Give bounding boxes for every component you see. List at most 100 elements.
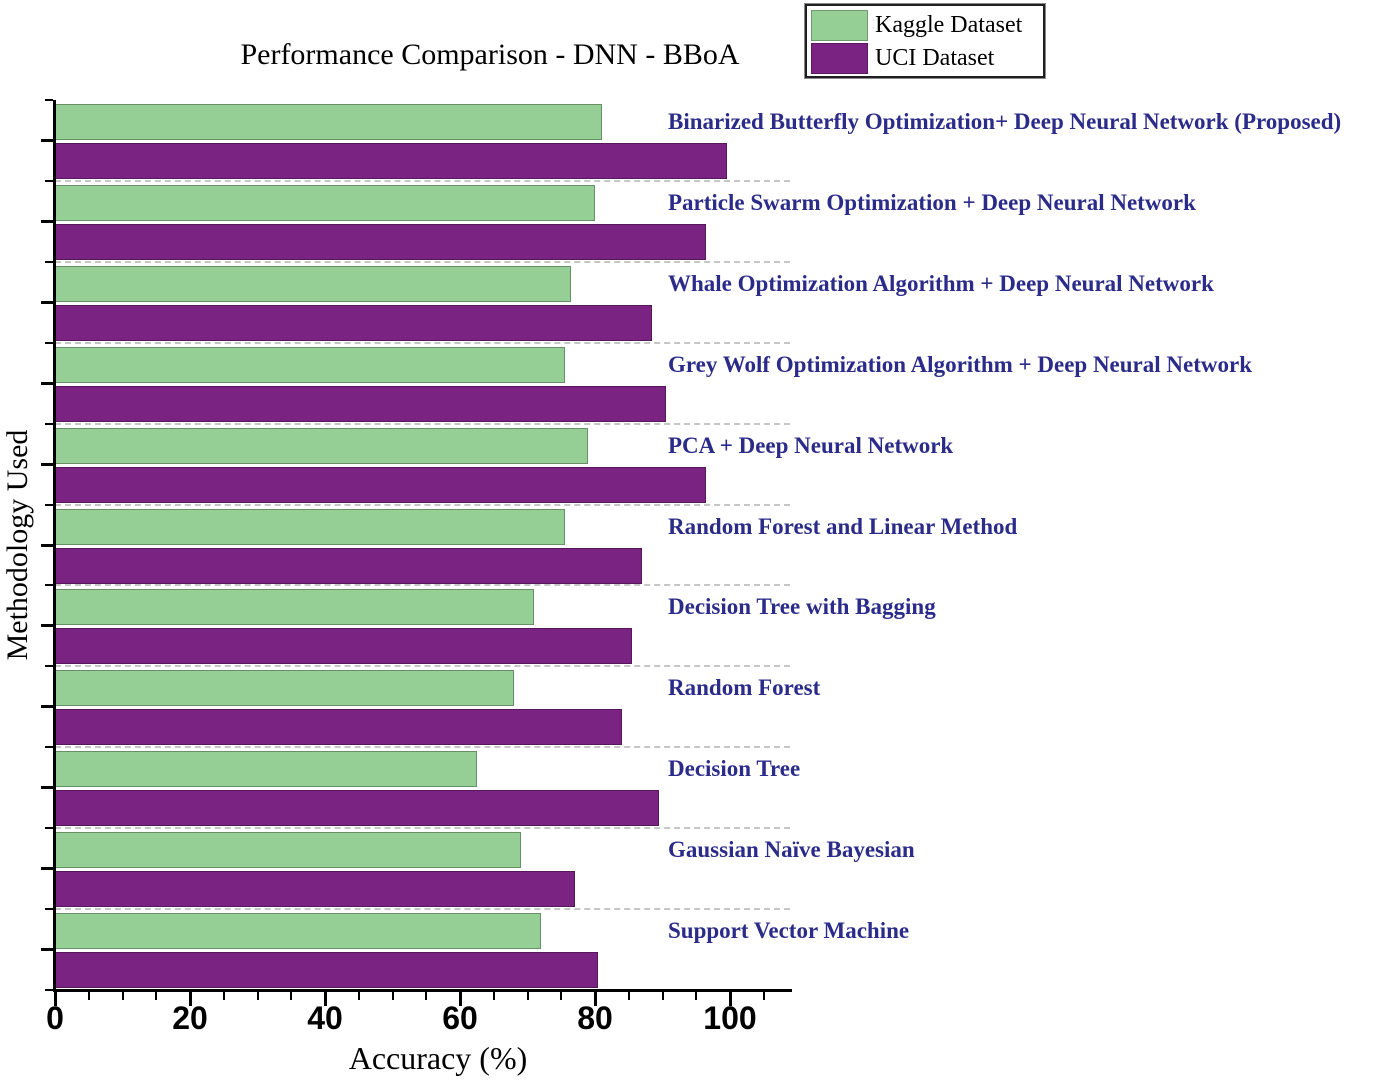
category-label: Grey Wolf Optimization Algorithm + Deep …: [668, 351, 1252, 377]
row-separator-line: [55, 908, 790, 911]
bar-uci: [55, 628, 633, 665]
y-major-tick: [41, 381, 53, 385]
category-label: Particle Swarm Optimization + Deep Neura…: [668, 189, 1196, 215]
bar-uci: [55, 466, 707, 503]
bar-kaggle: [55, 670, 514, 707]
x-minor-tick: [762, 992, 765, 1000]
bar-kaggle: [55, 751, 477, 788]
row-separator-line: [55, 503, 790, 506]
x-major-tick: [728, 992, 732, 1006]
category-label: Decision Tree with Bagging: [668, 594, 936, 620]
bar-uci: [55, 790, 660, 827]
y-minor-tick: [45, 989, 53, 991]
bar-kaggle: [55, 265, 572, 302]
x-minor-tick: [357, 992, 360, 1000]
y-minor-tick: [45, 908, 53, 911]
x-minor-tick: [627, 992, 630, 1000]
row-separator-line: [55, 260, 790, 263]
row-separator-line: [55, 179, 790, 182]
bar-kaggle: [55, 184, 595, 221]
x-minor-tick: [222, 992, 225, 1000]
x-major-tick: [188, 992, 192, 1006]
category-label: Decision Tree: [668, 756, 801, 782]
x-tick-label: 20: [172, 1000, 208, 1036]
bar-uci: [55, 385, 666, 422]
x-minor-tick: [560, 992, 563, 1000]
y-minor-tick: [45, 584, 53, 587]
row-separator-line: [55, 584, 790, 587]
bar-kaggle: [55, 104, 602, 140]
y-axis-line: [53, 100, 56, 992]
x-major-tick: [593, 992, 597, 1006]
x-major-tick: [53, 992, 57, 1006]
row-separator-line: [55, 665, 790, 668]
category-label: Whale Optimization Algorithm + Deep Neur…: [668, 270, 1214, 296]
y-major-tick: [41, 219, 53, 223]
x-tick-label: 40: [307, 1000, 343, 1036]
y-axis-title: Methodology Used: [1, 429, 34, 661]
legend: Kaggle Dataset UCI Dataset: [804, 3, 1046, 79]
y-major-tick: [41, 948, 53, 952]
x-minor-tick: [526, 992, 529, 1000]
legend-label-kaggle: Kaggle Dataset: [875, 12, 1023, 38]
bar-uci: [55, 547, 643, 584]
y-major-tick: [41, 300, 53, 304]
bar-kaggle: [55, 832, 521, 869]
bar-kaggle: [55, 589, 535, 626]
x-minor-tick: [256, 992, 259, 1000]
x-tick-label: 100: [703, 1000, 757, 1036]
legend-item-kaggle: Kaggle Dataset: [811, 9, 1039, 42]
x-minor-tick: [695, 992, 698, 1000]
y-major-tick: [41, 705, 53, 709]
category-label: Gaussian Naïve Bayesian: [668, 837, 915, 863]
x-major-tick: [323, 992, 327, 1006]
y-major-tick: [41, 624, 53, 628]
x-minor-tick: [661, 992, 664, 1000]
legend-label-uci: UCI Dataset: [875, 45, 995, 71]
bar-uci: [55, 143, 727, 179]
y-major-tick: [41, 867, 53, 871]
bar-kaggle: [55, 508, 565, 545]
x-minor-tick: [121, 992, 124, 1000]
bar-uci: [55, 952, 599, 989]
x-major-tick: [458, 992, 462, 1006]
x-minor-tick: [391, 992, 394, 1000]
y-minor-tick: [45, 827, 53, 830]
row-separator-line: [55, 827, 790, 830]
category-label: Binarized Butterfly Optimization+ Deep N…: [668, 109, 1342, 134]
chart-title: Performance Comparison - DNN - BBoA: [240, 38, 740, 71]
legend-item-uci: UCI Dataset: [811, 42, 1039, 75]
y-minor-tick: [45, 341, 53, 344]
y-major-tick: [41, 543, 53, 547]
bar-uci: [55, 709, 622, 746]
y-minor-tick: [45, 665, 53, 668]
y-minor-tick: [45, 746, 53, 749]
y-minor-tick: [45, 179, 53, 182]
y-minor-tick: [45, 422, 53, 425]
x-tick-label: 60: [442, 1000, 478, 1036]
bar-uci: [55, 304, 653, 341]
category-label: PCA + Deep Neural Network: [668, 432, 954, 458]
y-minor-tick: [45, 260, 53, 263]
bar-kaggle: [55, 913, 541, 950]
plot-area: Binarized Butterfly Optimization+ Deep N…: [55, 100, 1341, 990]
y-major-tick: [41, 138, 53, 142]
bar-uci: [55, 871, 575, 908]
row-separator-line: [55, 422, 790, 425]
x-minor-tick: [425, 992, 428, 1000]
y-major-tick: [41, 462, 53, 466]
bar-kaggle: [55, 346, 565, 383]
x-minor-tick: [492, 992, 495, 1000]
bar-uci: [55, 223, 707, 260]
row-separator-line: [55, 341, 790, 344]
x-tick-label: 0: [46, 1000, 64, 1036]
x-minor-tick: [290, 992, 293, 1000]
row-separator-line: [55, 746, 790, 749]
y-minor-tick: [45, 503, 53, 506]
legend-swatch-kaggle: [811, 10, 868, 41]
x-axis-line: [53, 989, 792, 992]
x-minor-tick: [155, 992, 158, 1000]
x-axis-title: Accuracy (%): [348, 1040, 528, 1076]
x-tick-label: 80: [577, 1000, 613, 1036]
